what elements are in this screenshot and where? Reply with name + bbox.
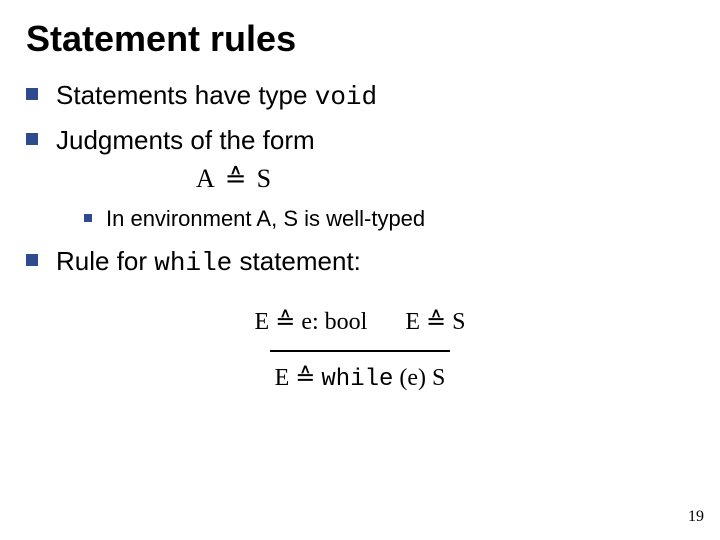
slide-title: Statement rules (26, 18, 694, 60)
judgment-form: A ≙ S (196, 164, 694, 194)
turnstile-icon: ≙ (426, 309, 446, 335)
bullet-3-code: while (154, 248, 232, 278)
conc-keyword: while (321, 366, 393, 393)
square-bullet-icon (26, 133, 38, 145)
bullet-item-2: Judgments of the form (26, 123, 694, 158)
bullet-item-1: Statements have type void (26, 78, 694, 115)
bullet-3-text: Rule for while statement: (56, 244, 361, 281)
rule-premises: E ≙ e: bool E ≙ S (255, 307, 466, 336)
bullet-2-text: Judgments of the form (56, 123, 315, 158)
prem2-S: S (452, 309, 465, 335)
bullet-1-text: Statements have type void (56, 78, 377, 115)
judgment-A: A (196, 164, 215, 193)
bullet-item-3: Rule for while statement: (26, 244, 694, 281)
inference-rule: E ≙ e: bool E ≙ S E ≙ while (e) S (26, 307, 694, 393)
turnstile-icon: ≙ (225, 164, 247, 193)
sub-bullet-text: In environment A, S is well-typed (106, 204, 425, 234)
prem1-E: E (255, 309, 270, 335)
square-bullet-icon (26, 88, 38, 100)
bullet-3-suffix: statement: (232, 246, 361, 276)
conc-args: (e) S (399, 365, 445, 391)
rule-bar (270, 350, 450, 352)
prem1-expr: e: bool (301, 309, 367, 335)
prem2-E: E (405, 309, 420, 335)
bullet-1-prefix: Statements have type (56, 80, 315, 110)
page-number: 19 (688, 508, 704, 526)
turnstile-icon: ≙ (295, 365, 315, 391)
slide: Statement rules Statements have type voi… (0, 0, 720, 540)
judgment-S: S (257, 164, 271, 193)
bullet-1-code: void (315, 82, 377, 112)
sub-bullet-item: In environment A, S is well-typed (84, 204, 694, 234)
slide-content: Statements have type void Judgments of t… (26, 78, 694, 393)
conc-E: E (275, 365, 290, 391)
turnstile-icon: ≙ (275, 309, 295, 335)
square-bullet-icon (84, 214, 92, 222)
square-bullet-icon (26, 254, 38, 266)
rule-conclusion: E ≙ while (e) S (275, 363, 446, 393)
bullet-3-prefix: Rule for (56, 246, 154, 276)
